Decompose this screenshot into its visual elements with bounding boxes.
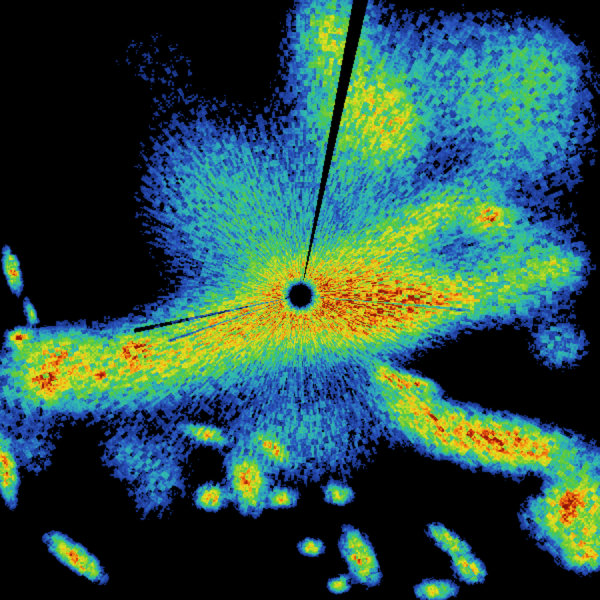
radar-display — [0, 0, 600, 600]
radar-reflectivity-canvas — [0, 0, 600, 600]
